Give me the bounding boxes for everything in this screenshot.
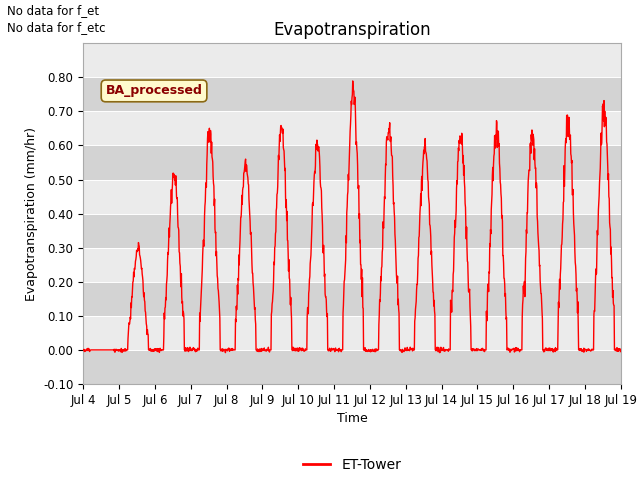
Text: No data for f_etc: No data for f_etc bbox=[7, 21, 106, 34]
Bar bbox=[83, 145, 621, 180]
X-axis label: Time: Time bbox=[337, 412, 367, 425]
Text: BA_processed: BA_processed bbox=[106, 84, 202, 97]
Legend: ET-Tower: ET-Tower bbox=[297, 452, 407, 478]
Y-axis label: Evapotranspiration (mm/hr): Evapotranspiration (mm/hr) bbox=[24, 127, 38, 300]
Text: No data for f_et: No data for f_et bbox=[7, 4, 99, 17]
Bar bbox=[83, 282, 621, 316]
Bar bbox=[83, 350, 621, 384]
Bar bbox=[83, 214, 621, 248]
Title: Evapotranspiration: Evapotranspiration bbox=[273, 21, 431, 39]
Bar bbox=[83, 77, 621, 111]
